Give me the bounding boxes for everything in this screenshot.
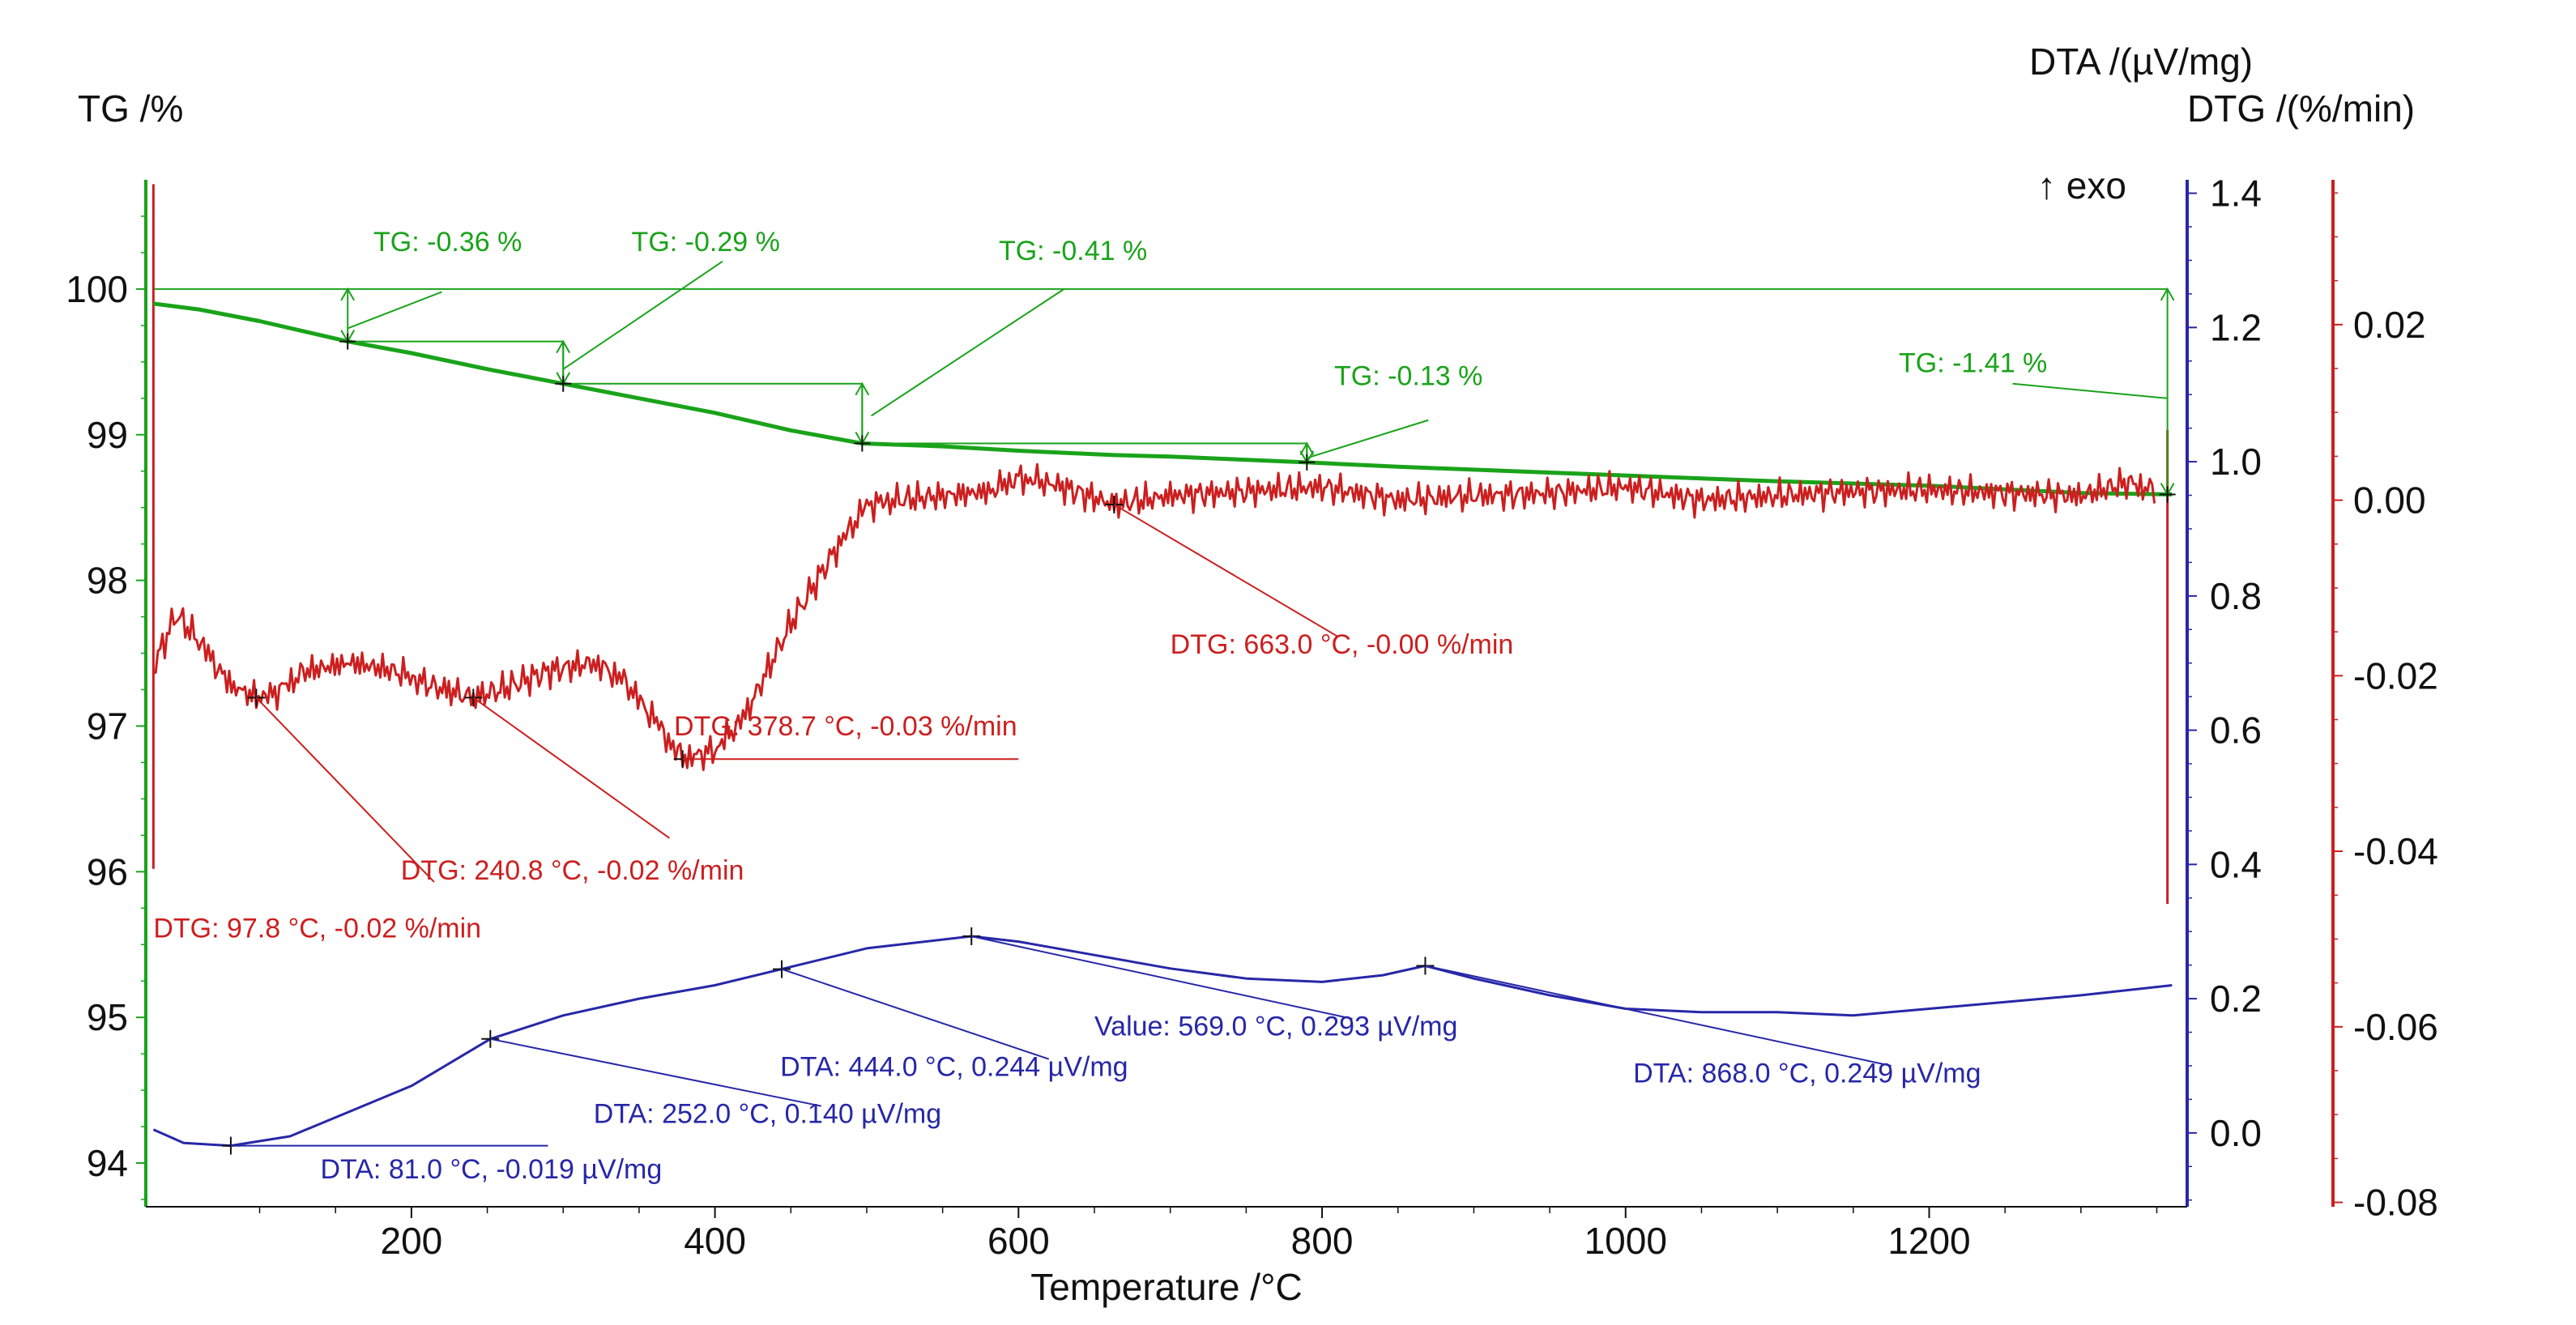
dta-annotation-leader — [781, 968, 1050, 1060]
tg-tick-label: 97 — [87, 705, 128, 747]
dtg-annotation: DTG: 378.7 °C, -0.03 %/min — [673, 711, 1019, 769]
x-tick-label: 200 — [381, 1220, 443, 1262]
tick-layer: 200 400 600 800 1000 1200 94 95 96 97 98 99 100 0.0 0.… — [66, 173, 2438, 1262]
tg-arrow-head-top — [340, 287, 356, 301]
dtg-annotation: DTG: 97.8 °C, -0.02 %/min — [153, 688, 481, 944]
tg-arrow-head-top — [556, 339, 571, 354]
tg-annotation-label: TG: -0.41 % — [999, 236, 1147, 266]
tg-annotation-leader — [871, 288, 1065, 417]
dta-annotation-label: DTA: 252.0 °C, 0.140 µV/mg — [594, 1098, 941, 1129]
dtg-annotation-label: DTG: 240.8 °C, -0.02 %/min — [401, 855, 744, 886]
tg-tick-label: 100 — [66, 268, 128, 310]
exo-indicator: ↑ exo — [2037, 164, 2126, 207]
tg-arrow-head-top — [1299, 441, 1315, 456]
dta-annotation-leader — [971, 935, 1353, 1020]
tg-annotation-label: TG: -0.36 % — [373, 227, 522, 258]
dtg-annotation: DTG: 663.0 °C, -0.00 %/min — [1105, 495, 1514, 660]
series-layer — [151, 184, 2173, 1148]
dta-tick-label: 1.0 — [2210, 441, 2262, 483]
dtg-tick-label: -0.06 — [2353, 1006, 2438, 1048]
dtg-tick-label: -0.02 — [2353, 654, 2438, 697]
tg-annotation-leader — [347, 291, 442, 330]
dta-annotation-leader — [490, 1037, 821, 1107]
dta-tick-label: 0.8 — [2210, 575, 2262, 617]
tg-annotation-label: TG: -1.41 % — [1899, 347, 2047, 378]
x-tick-label: 800 — [1291, 1220, 1354, 1262]
dta-annotation: DTA: 81.0 °C, -0.019 µV/mg — [221, 1136, 662, 1185]
dta-annotation-label: Value: 569.0 °C, 0.293 µV/mg — [1094, 1012, 1457, 1042]
tg-tick-label: 99 — [87, 414, 128, 456]
tg-annotation-label: TG: -0.13 % — [1334, 361, 1482, 392]
dtg-axis-title: DTG /(%/min) — [2187, 87, 2415, 130]
x-axis-title: Temperature /°C — [1030, 1266, 1302, 1308]
dta-annotation-leader — [1425, 965, 1891, 1067]
dta-annotation: DTA: 252.0 °C, 0.140 µV/mg — [481, 1029, 941, 1129]
tg-annotation: TG: -0.36 % — [339, 227, 522, 350]
x-tick-label: 400 — [684, 1220, 746, 1262]
tg-arrow-head-top — [2160, 287, 2175, 301]
tg-annotation-leader — [562, 260, 723, 370]
dtg-tick-label: -0.04 — [2353, 830, 2438, 872]
dta-series-line — [152, 935, 2173, 1148]
dta-annotation: Value: 569.0 °C, 0.293 µV/mg — [962, 927, 1457, 1042]
dtg-annotation-leader — [1113, 504, 1338, 637]
annotation-layer: TG: -0.36 % TG: -0.29 % TG: -0.41 % TG: -0.… — [153, 227, 2176, 1185]
dta-annotation-label: DTA: 868.0 °C, 0.249 µV/mg — [1633, 1059, 1981, 1089]
tg-tick-label: 94 — [87, 1142, 128, 1184]
tg-series-line — [153, 301, 2173, 496]
tg-tick-label: 98 — [87, 560, 128, 602]
dta-tick-label: 0.4 — [2210, 843, 2262, 885]
x-tick-label: 1000 — [1584, 1220, 1667, 1262]
tg-annotation-label: TG: -0.29 % — [632, 227, 780, 258]
tg-annotation: TG: -1.41 % — [1899, 287, 2176, 503]
tg-tick-label: 96 — [87, 850, 128, 893]
dta-annotation: DTA: 444.0 °C, 0.244 µV/mg — [773, 960, 1128, 1082]
dta-tick-label: 0.6 — [2210, 709, 2262, 752]
dta-annotation-label: DTA: 444.0 °C, 0.244 µV/mg — [780, 1051, 1128, 1082]
tg-annotation: TG: -0.41 % — [854, 236, 1147, 452]
tg-axis-title: TG /% — [78, 87, 183, 130]
dta-annotation: DTA: 868.0 °C, 0.249 µV/mg — [1416, 956, 1981, 1089]
tg-annotation-leader — [2012, 382, 2168, 399]
dtg-annotation: DTG: 240.8 °C, -0.02 %/min — [401, 688, 744, 886]
dta-tick-label: 0.2 — [2210, 978, 2262, 1020]
dtg-annotation-label: DTG: 378.7 °C, -0.03 %/min — [674, 711, 1017, 742]
dtg-series-line — [153, 462, 2156, 772]
dta-axis-title: DTA /(µV/mg) — [2029, 40, 2253, 83]
tg-arrow-head-top — [855, 381, 870, 396]
dtg-annotation-leader — [472, 697, 670, 839]
tg-annotation: TG: -0.13 % — [1299, 361, 1482, 471]
dtg-tick-label: 0.02 — [2353, 304, 2426, 346]
tg-annotation-leader — [1307, 419, 1429, 459]
x-tick-label: 600 — [987, 1220, 1050, 1262]
dta-tick-label: 1.2 — [2210, 306, 2262, 348]
x-tick-label: 1200 — [1887, 1220, 1970, 1262]
dtg-tick-label: -0.08 — [2353, 1182, 2438, 1224]
dta-tick-label: 1.4 — [2210, 173, 2262, 215]
dta-tick-label: 0.0 — [2210, 1112, 2262, 1154]
tg-annotation: TG: -0.29 % — [555, 227, 780, 392]
tg-tick-label: 95 — [87, 996, 128, 1038]
dtg-annotation-label: DTG: 663.0 °C, -0.00 %/min — [1171, 629, 1514, 660]
dtg-tick-label: 0.00 — [2353, 479, 2426, 522]
dtg-annotation-leader — [255, 697, 435, 883]
dtg-annotation-label: DTG: 97.8 °C, -0.02 %/min — [153, 913, 481, 944]
dta-annotation-label: DTA: 81.0 °C, -0.019 µV/mg — [320, 1154, 662, 1185]
